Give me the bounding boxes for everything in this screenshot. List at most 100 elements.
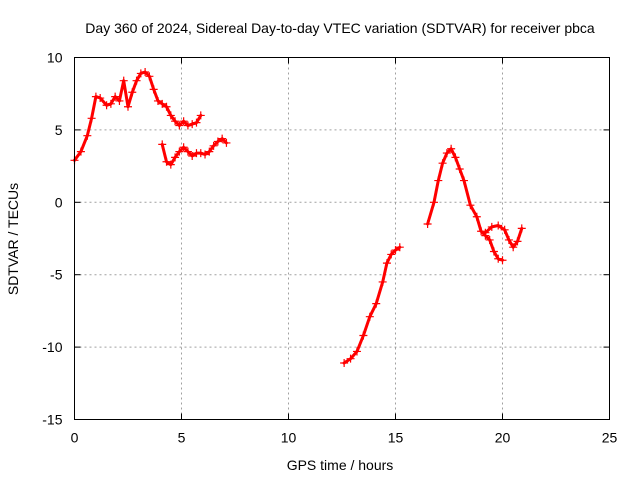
data-points <box>70 67 526 368</box>
grid-lines <box>74 57 610 420</box>
data-point <box>171 153 180 162</box>
data-point <box>372 299 381 308</box>
y-tick-label: 5 <box>55 122 63 138</box>
data-point <box>115 96 124 105</box>
x-tick-label: 0 <box>71 430 79 446</box>
data-point <box>509 243 518 252</box>
series-segment-2 <box>158 134 231 169</box>
data-point <box>382 259 391 268</box>
data-point <box>158 140 167 149</box>
data-point <box>153 96 162 105</box>
data-point <box>352 347 361 356</box>
data-point <box>346 354 355 363</box>
series-segment-5 <box>481 221 526 252</box>
data-point <box>498 256 507 265</box>
data-point <box>166 160 175 169</box>
plot-frame <box>74 57 610 420</box>
x-tick-label: 25 <box>602 430 618 446</box>
data-point <box>175 147 184 156</box>
data-point <box>96 94 105 103</box>
data-point <box>494 254 503 263</box>
data-point <box>459 176 468 185</box>
data-point <box>128 88 137 97</box>
data-point <box>83 131 92 140</box>
data-point <box>213 137 222 146</box>
data-point <box>136 69 145 78</box>
data-point <box>183 147 192 156</box>
data-point <box>119 76 128 85</box>
data-point <box>423 220 432 229</box>
x-axis-label: GPS time / hours <box>287 457 394 473</box>
data-point <box>183 121 192 130</box>
data-point <box>149 85 158 94</box>
data-point <box>451 153 460 162</box>
data-point <box>124 102 132 111</box>
data-point <box>132 76 141 85</box>
data-point <box>162 102 171 111</box>
data-point <box>209 141 218 150</box>
data-point <box>141 67 150 76</box>
data-point <box>106 99 115 108</box>
data-point <box>145 72 154 81</box>
series-segment-3 <box>340 243 404 368</box>
x-tick-label: 15 <box>388 430 404 446</box>
series-trace <box>160 137 228 167</box>
data-point <box>517 224 526 233</box>
series-segment-4 <box>423 144 507 265</box>
data-point <box>378 277 387 286</box>
data-point <box>434 176 443 185</box>
data-point <box>196 149 205 158</box>
data-point <box>111 92 120 101</box>
data-point <box>179 117 188 126</box>
data-point <box>387 250 396 259</box>
data-point <box>513 237 522 246</box>
data-point <box>500 225 509 234</box>
x-tick-label: 10 <box>281 430 297 446</box>
data-point <box>340 359 349 368</box>
data-point <box>442 149 451 158</box>
chart-title: Day 360 of 2024, Sidereal Day-to-day VTE… <box>85 20 595 36</box>
data-point <box>472 212 481 221</box>
data-point <box>196 111 205 120</box>
y-tick-label: -15 <box>42 412 62 428</box>
data-point <box>504 235 513 244</box>
y-tick-label: -10 <box>42 339 62 355</box>
data-point <box>158 99 167 108</box>
y-tick-label: 10 <box>47 50 63 66</box>
x-tick-label: 5 <box>178 430 186 446</box>
data-point <box>391 246 400 255</box>
data-point <box>87 114 96 123</box>
x-tick-label: 20 <box>495 430 511 446</box>
data-point <box>395 243 404 252</box>
data-point <box>175 121 184 130</box>
data-point <box>166 111 175 120</box>
data-point <box>76 147 85 156</box>
data-point <box>494 221 503 230</box>
axis-ticks: 0 5 10 15 20 25 -15 -10 -5 0 5 10 <box>42 50 617 446</box>
y-axis-label: SDTVAR / TECUs <box>5 183 21 295</box>
data-point <box>466 201 475 210</box>
data-point <box>481 228 490 237</box>
data-point <box>487 222 496 231</box>
data-point <box>188 151 197 160</box>
y-tick-label: 0 <box>55 194 63 210</box>
data-point <box>485 235 494 244</box>
data-point <box>489 247 498 256</box>
data-point <box>218 134 227 143</box>
y-tick-label: -5 <box>50 267 63 283</box>
data-point <box>455 164 464 173</box>
data-point <box>188 120 197 129</box>
data-point <box>359 331 368 340</box>
data-point <box>365 312 374 321</box>
data-point <box>102 101 111 110</box>
data-point <box>201 150 210 159</box>
data-point <box>477 227 486 236</box>
data-point <box>162 157 171 166</box>
data-point <box>171 117 180 126</box>
data-point <box>91 92 100 101</box>
data-point <box>447 144 456 153</box>
data-point <box>222 138 231 147</box>
data-point <box>192 118 201 127</box>
